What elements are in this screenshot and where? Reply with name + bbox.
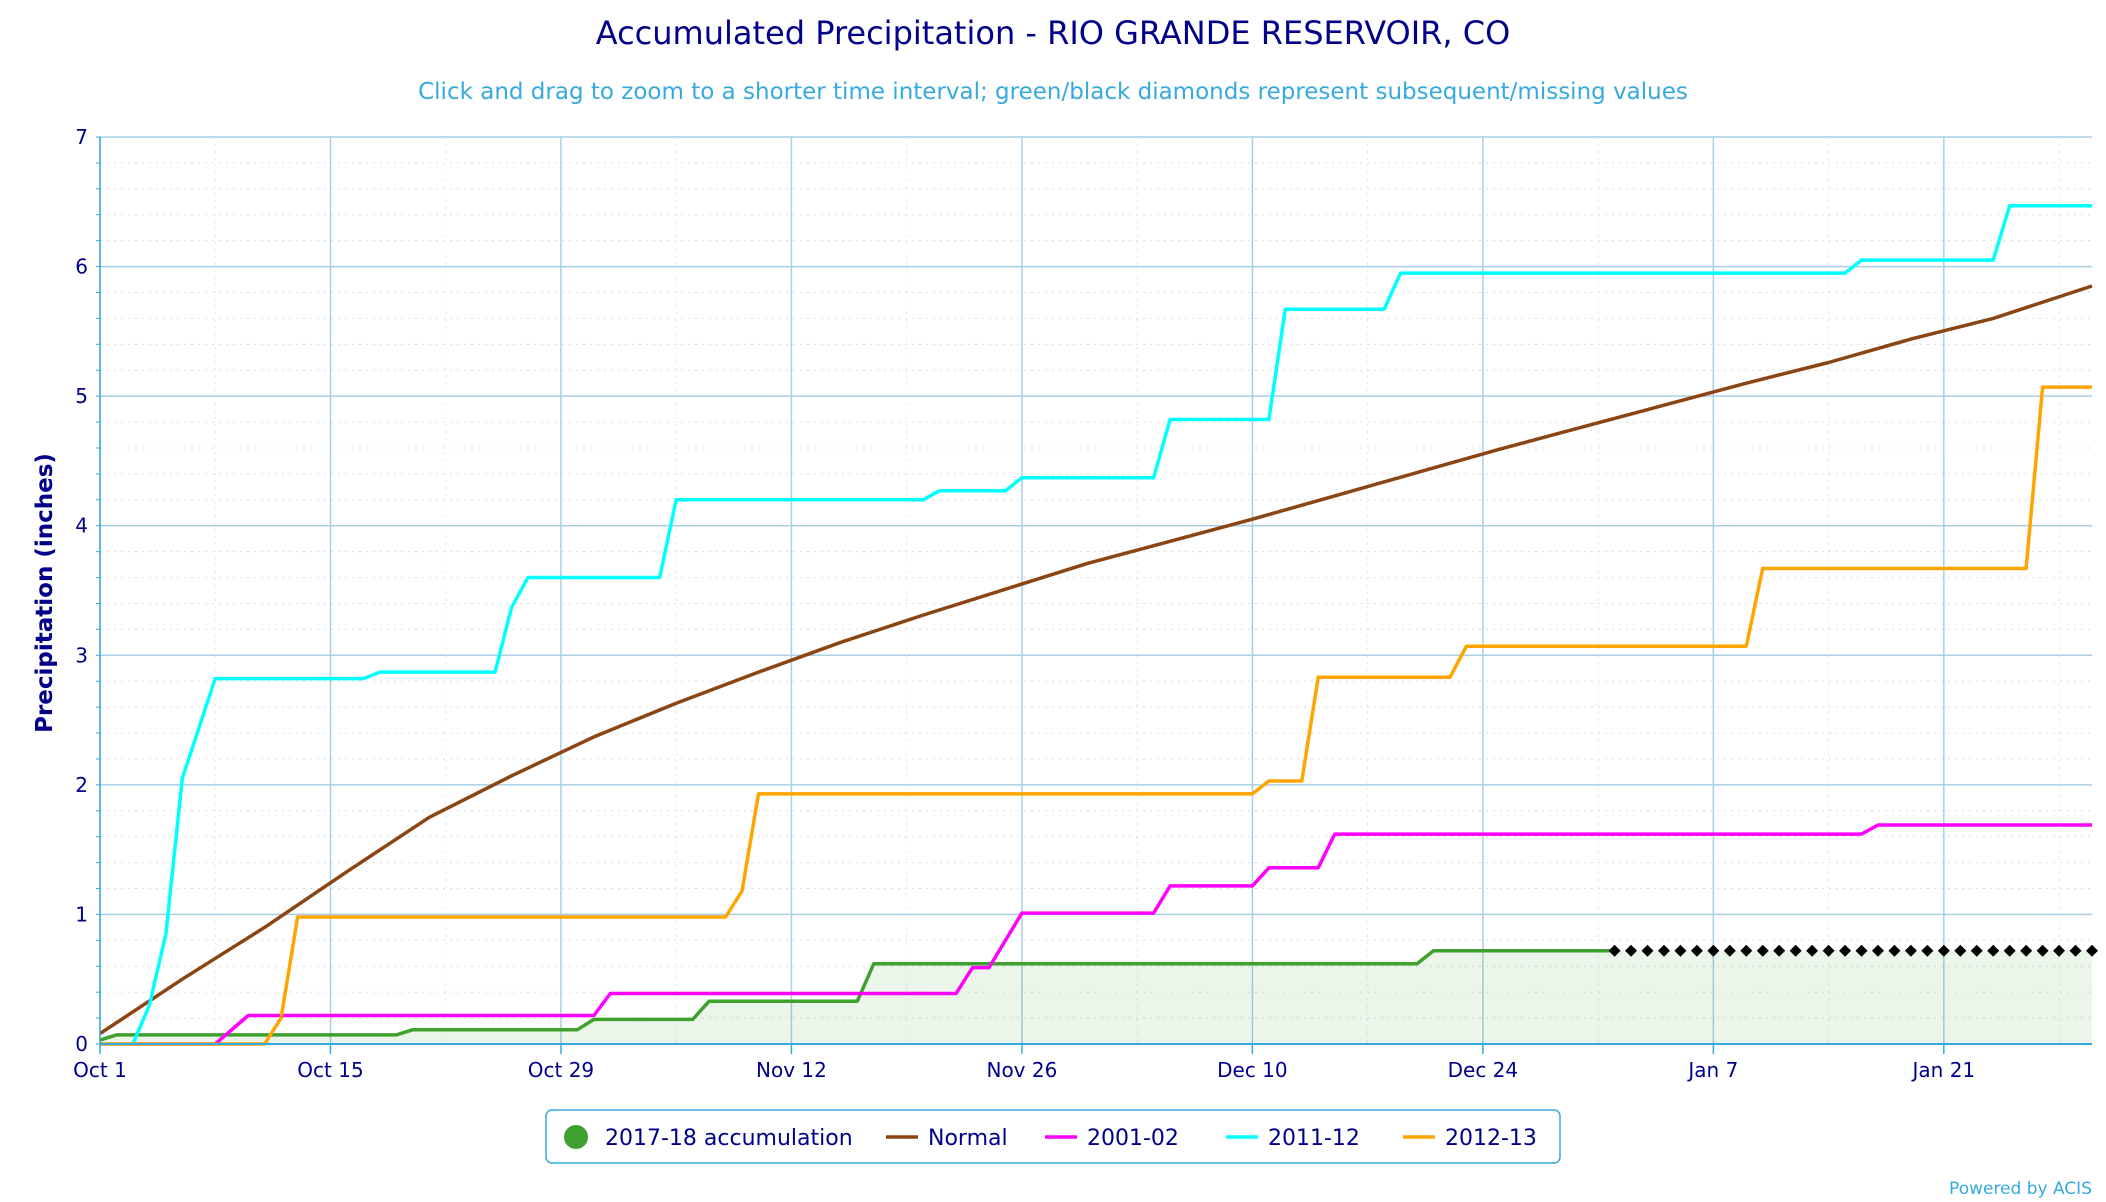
series-line-0[interactable] [99, 948, 1615, 1042]
legend-item-1[interactable]: Normal [928, 1126, 1008, 1151]
legend-item-2[interactable]: 2001-02 [1087, 1126, 1179, 1151]
y-axis-label: Precipitation (inches) [32, 453, 58, 733]
missing-diamond [1888, 944, 1901, 957]
x-tick-label: Oct 29 [528, 1058, 594, 1082]
missing-diamond [1690, 944, 1703, 957]
missing-area [1614, 950, 2092, 1044]
x-tick-label: Oct 1 [73, 1058, 127, 1082]
y-tick-label: 3 [75, 643, 88, 667]
missing-diamond [1707, 944, 1720, 957]
missing-diamond [1904, 944, 1917, 957]
series-line-1[interactable] [99, 284, 2093, 1036]
credit-link[interactable]: Powered by ACIS [1949, 1179, 2092, 1199]
y-tick-label: 2 [75, 773, 88, 797]
missing-diamond [1608, 944, 1621, 957]
missing-diamond [1921, 944, 1934, 957]
missing-diamond [2003, 944, 2016, 957]
y-tick-label: 1 [75, 902, 88, 926]
legend: 2017-18 accumulation Normal 2001-02 2011-12… [545, 1109, 1561, 1164]
legend-symbol-0 [564, 1125, 588, 1149]
missing-diamond [1954, 944, 1967, 957]
x-tick-label: Dec 10 [1217, 1058, 1288, 1082]
chart-subtitle: Click and drag to zoom to a shorter time… [418, 79, 1688, 105]
y-tick-label: 7 [75, 125, 88, 149]
missing-diamond [1871, 944, 1884, 957]
missing-diamond [2020, 944, 2033, 957]
missing-diamond [1773, 944, 1786, 957]
missing-diamond [1657, 944, 1670, 957]
major-gridlines [99, 136, 2092, 1045]
chart-title: Accumulated Precipitation - RIO GRANDE R… [596, 14, 1511, 52]
missing-diamond [1806, 944, 1819, 957]
missing-diamond [1723, 944, 1736, 957]
y-tick-label: 4 [75, 514, 88, 538]
missing-diamond [2053, 944, 2066, 957]
legend-item-4[interactable]: 2012-13 [1445, 1126, 1537, 1151]
y-tick-label: 5 [75, 384, 88, 408]
missing-diamond [1789, 944, 1802, 957]
series-line-2[interactable] [100, 823, 2092, 1046]
y-tick-label: 0 [75, 1032, 88, 1056]
legend-item-0[interactable]: 2017-18 accumulation [605, 1126, 853, 1151]
area-layer [100, 950, 2092, 1044]
missing-diamond [2086, 944, 2098, 957]
missing-diamond [2069, 944, 2082, 957]
missing-diamond [1839, 944, 1852, 957]
legend-item-3[interactable]: 2011-12 [1268, 1126, 1360, 1151]
missing-diamond [1970, 944, 1983, 957]
series-area-0 [100, 950, 1615, 1044]
missing-diamond [1756, 944, 1769, 957]
x-tick-label: Nov 12 [756, 1058, 827, 1082]
missing-diamond [2036, 944, 2049, 957]
series-line-4[interactable] [100, 385, 2092, 1046]
x-tick-label: Dec 24 [1448, 1058, 1519, 1082]
x-tick-label: Oct 15 [297, 1058, 363, 1082]
missing-diamond [1641, 944, 1654, 957]
missing-value-markers [1608, 944, 2098, 957]
series-line-3[interactable] [100, 203, 2092, 1046]
missing-diamond [1740, 944, 1753, 957]
axes: 0 1 2 3 4 5 6 7 Oct 1 Oct 15 Oct 29 Nov 12 Nov 26 Dec… [73, 125, 2092, 1082]
missing-diamond [1937, 944, 1950, 957]
x-tick-label: Jan 7 [1686, 1058, 1738, 1082]
missing-diamond [1822, 944, 1835, 957]
x-tick-label: Nov 26 [986, 1058, 1057, 1082]
missing-diamond [1674, 944, 1687, 957]
y-tick-label: 6 [75, 255, 88, 279]
missing-diamond [1625, 944, 1638, 957]
missing-diamond [1987, 944, 2000, 957]
series-layer [99, 203, 2093, 1046]
x-tick-label: Jan 21 [1911, 1058, 1976, 1082]
missing-diamond [1855, 944, 1868, 957]
